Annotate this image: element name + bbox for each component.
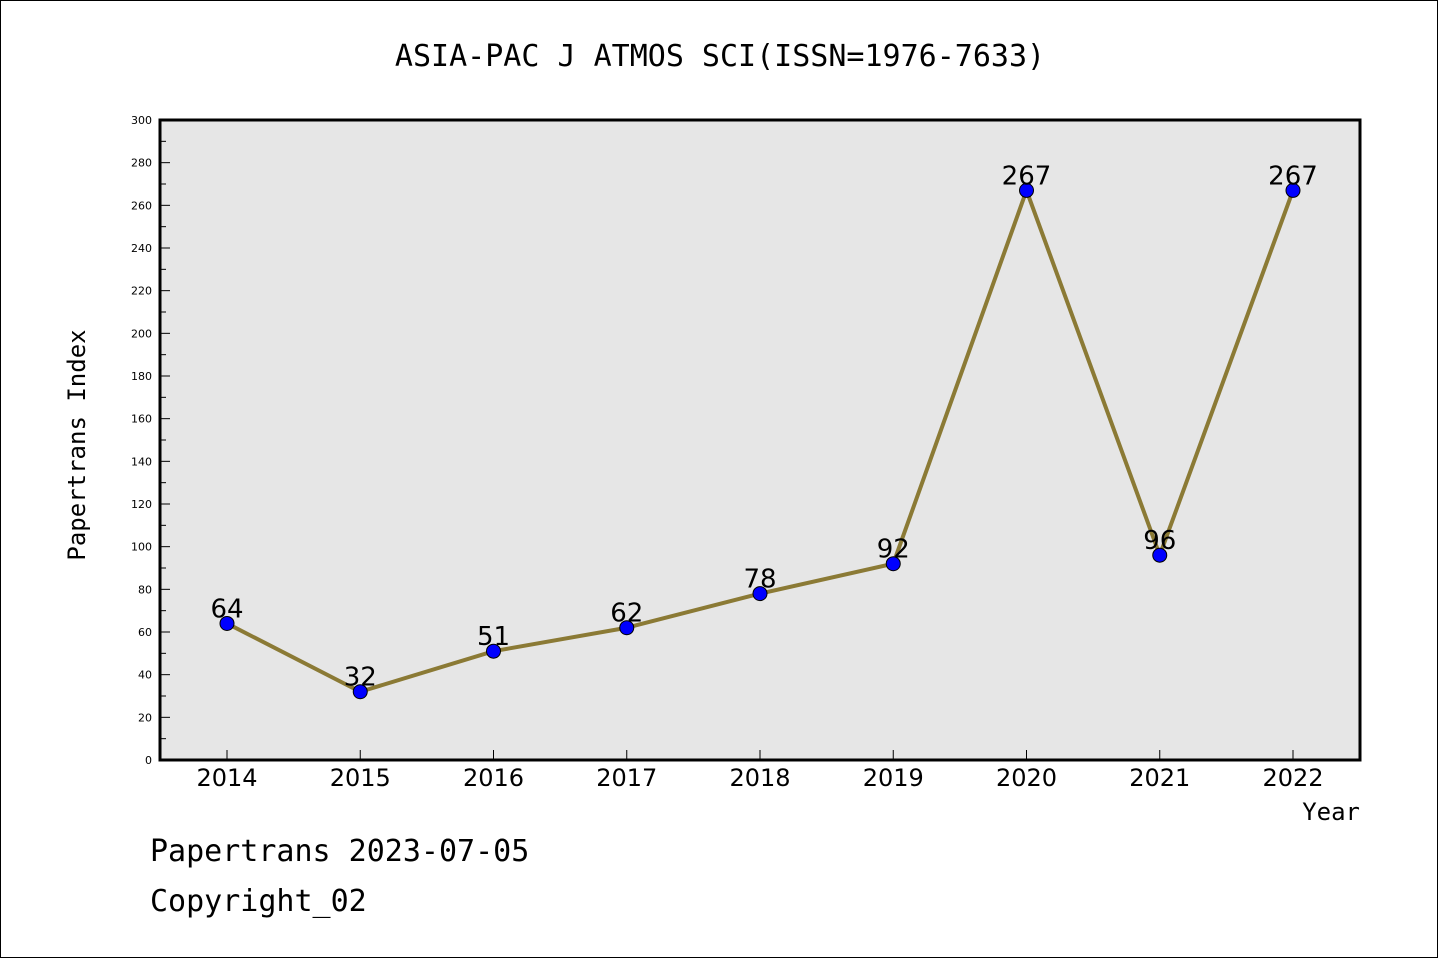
data-label: 267 [1268,161,1318,191]
y-tick-label: 20 [138,711,152,724]
data-point [1019,182,1034,198]
footer-copyright: Copyright_02 [150,884,367,919]
data-label: 51 [477,622,510,652]
x-axis: 2014 2015 2016 2017 2018 2019 2020 2021 2022 [196,750,1324,792]
chart-title: ASIA-PAC J ATMOS SCI(ISSN=1976-7633) [395,39,1045,74]
y-tick-label: 60 [138,626,152,639]
x-tick-label: 2017 [596,764,657,792]
x-tick-label: 2020 [996,764,1057,792]
y-axis: 0 20 40 60 80 100 120 140 160 180 200 220 240 260 280 3… [131,114,170,767]
y-tick-label: 140 [131,455,152,468]
plot-border [158,118,1362,762]
data-label-layer: 64 32 51 62 78 92 267 96 267 [210,161,1317,692]
y-tick-label: 220 [131,285,152,298]
data-point [486,643,501,659]
x-tick-label: 2022 [1262,764,1323,792]
y-tick-label: 240 [131,242,152,255]
y-tick-label: 80 [138,583,152,596]
data-label: 96 [1143,526,1176,556]
x-tick-label: 2021 [1129,764,1190,792]
y-tick-label: 200 [131,327,152,340]
data-label: 62 [610,599,643,629]
x-tick-label: 2014 [196,764,257,792]
data-label: 92 [877,535,910,565]
y-tick-label: 160 [131,413,152,426]
y-tick-label: 120 [131,498,152,511]
x-tick-label: 2018 [729,764,790,792]
y-tick-label: 280 [131,157,152,170]
y-tick-label: 260 [131,199,152,212]
data-point [619,620,635,636]
data-point [1152,547,1168,563]
data-point [219,615,235,631]
x-tick-label: 2015 [330,764,391,792]
plot-area [160,120,1360,760]
data-label: 267 [1002,161,1052,191]
data-point [352,684,368,700]
y-tick-label: 180 [131,370,152,383]
data-point [885,556,901,572]
y-tick-label: 40 [138,669,152,682]
data-point [752,586,768,602]
y-axis-title: Papertrans Index [63,329,91,560]
x-tick-label: 2019 [863,764,924,792]
footer-date: Papertrans 2023-07-05 [150,834,530,869]
y-tick-label: 100 [131,541,152,554]
data-label: 64 [210,594,243,624]
data-point [1285,182,1301,198]
x-tick-label: 2016 [463,764,524,792]
y-tick-label: 0 [145,754,152,767]
data-label: 32 [344,663,377,693]
x-axis-title: Year [1302,798,1360,826]
series-layer [219,182,1301,700]
data-label: 78 [743,565,776,595]
y-tick-label: 300 [131,114,152,127]
